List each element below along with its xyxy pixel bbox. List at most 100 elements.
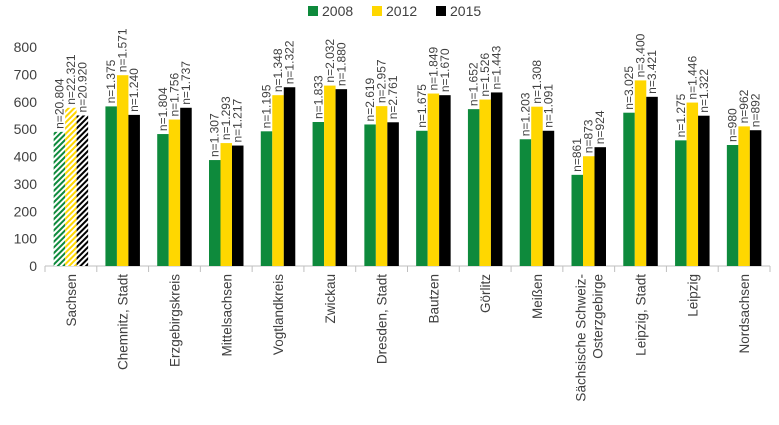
bar-2012 bbox=[272, 95, 284, 267]
bar-2012 bbox=[686, 102, 699, 266]
bar-2008 bbox=[571, 174, 583, 266]
y-tick-label: 200 bbox=[14, 203, 38, 219]
x-category-label: Leipzig bbox=[685, 274, 700, 317]
x-category-label: Chemnitz, Stadt bbox=[116, 274, 131, 370]
bar-2008 bbox=[260, 131, 273, 266]
bar-2008 bbox=[623, 112, 635, 266]
bar-2012 bbox=[65, 107, 77, 267]
data-label-2015: n=3.421 bbox=[645, 50, 659, 94]
data-label-2015: n=924 bbox=[593, 110, 607, 144]
bar-2015 bbox=[439, 95, 451, 267]
data-label-2012: n=1.308 bbox=[530, 60, 544, 104]
x-category-label: Mittelsachsen bbox=[219, 274, 234, 357]
bar-2008 bbox=[312, 122, 325, 266]
bar-2008 bbox=[675, 140, 687, 266]
bar-2015 bbox=[542, 130, 555, 266]
bar-2012 bbox=[220, 143, 232, 266]
data-label-2008: n=1.307 bbox=[208, 113, 222, 157]
data-label-2012: n=962 bbox=[737, 89, 751, 123]
data-label-2012: n=1.348 bbox=[271, 48, 285, 92]
bar-2012 bbox=[116, 75, 129, 266]
x-category-label: Zwickau bbox=[323, 274, 338, 324]
bar-2008 bbox=[53, 131, 66, 266]
x-category-label: Sächsische Schweiz- bbox=[573, 274, 588, 402]
legend-swatch-2012 bbox=[372, 6, 382, 16]
x-category-label: Erzgebirgskreis bbox=[167, 274, 182, 367]
bar-2015 bbox=[76, 115, 89, 266]
x-axis: Sachsen Chemnitz, Stadt Erzgebirgskreis Mit… bbox=[44, 265, 771, 402]
bar-2008 bbox=[726, 145, 739, 266]
data-label-2015: n=1.880 bbox=[334, 42, 348, 86]
bar-2015 bbox=[283, 87, 296, 267]
legend-label-2012: 2012 bbox=[386, 3, 417, 19]
data-label-2008: n=20.804 bbox=[52, 78, 66, 129]
data-label-2008: n=1.652 bbox=[467, 62, 481, 106]
legend-swatch-2015 bbox=[436, 6, 446, 16]
data-label-2015: n=1.217 bbox=[231, 99, 245, 143]
data-label-2015: n=1.322 bbox=[697, 69, 711, 113]
bar-2012 bbox=[479, 99, 491, 266]
data-label-2015: n=1.670 bbox=[438, 48, 452, 92]
data-label-2008: n=1.804 bbox=[156, 87, 170, 131]
data-label-2008: n=1.675 bbox=[415, 84, 429, 128]
bar-2008 bbox=[209, 160, 221, 266]
data-label-2015: n=2.761 bbox=[386, 75, 400, 119]
legend-label-2008: 2008 bbox=[322, 3, 353, 19]
data-label-2012: n=1.526 bbox=[478, 53, 492, 97]
bar-2015 bbox=[646, 96, 658, 266]
bar-2012 bbox=[427, 93, 440, 266]
bar-2015 bbox=[335, 89, 348, 266]
data-label-2008: n=1.833 bbox=[311, 75, 325, 119]
bar-2008 bbox=[364, 124, 376, 266]
x-category-label: Dresden, Stadt bbox=[375, 274, 390, 364]
data-label-2012: n=1.756 bbox=[167, 73, 181, 117]
bar-2015 bbox=[749, 130, 762, 266]
data-label-2015: n=1.322 bbox=[283, 40, 297, 84]
bar-2015 bbox=[232, 145, 244, 266]
y-tick-label: 600 bbox=[14, 94, 38, 110]
bar-2015 bbox=[128, 114, 140, 266]
x-category-label: Vogtlandkreis bbox=[271, 274, 286, 355]
bar-2015 bbox=[387, 122, 399, 266]
bar-2015 bbox=[594, 147, 606, 266]
bar-series-group bbox=[53, 75, 762, 267]
data-label-2012: n=1.571 bbox=[116, 28, 130, 72]
bar-2012 bbox=[375, 106, 388, 266]
data-label-2015: n=892 bbox=[749, 93, 763, 127]
x-category-label: Osterzgebirge bbox=[590, 274, 605, 359]
data-label-2008: n=1.275 bbox=[674, 93, 688, 137]
data-label-2008: n=1.375 bbox=[104, 59, 118, 103]
x-category-label: Görlitz bbox=[478, 274, 493, 313]
data-label-2008: n=3.025 bbox=[622, 66, 636, 110]
data-label-2012: n=1.293 bbox=[219, 96, 233, 140]
y-tick-label: 400 bbox=[14, 149, 38, 165]
y-axis: 0 100 200 300 400 500 600 700 800 bbox=[14, 39, 38, 274]
x-category-label: Bautzen bbox=[426, 274, 441, 324]
bar-2012 bbox=[531, 106, 543, 267]
chart-legend: 2008 2012 2015 bbox=[308, 3, 481, 19]
data-label-2012: n=3.400 bbox=[634, 33, 648, 77]
data-label-2008: n=980 bbox=[726, 108, 740, 142]
bar-2008 bbox=[157, 134, 169, 266]
data-label-2015: n=20.920 bbox=[75, 62, 89, 113]
data-label-2012: n=1.849 bbox=[426, 47, 440, 91]
data-label-2015: n=1.240 bbox=[127, 68, 141, 112]
data-label-2008: n=861 bbox=[570, 138, 584, 172]
legend-swatch-2008 bbox=[308, 6, 318, 16]
data-label-2012: n=873 bbox=[582, 119, 596, 153]
bar-2012 bbox=[583, 156, 595, 266]
bar-2015 bbox=[490, 92, 503, 266]
bar-2008 bbox=[519, 139, 532, 266]
x-category-label: Meißen bbox=[530, 274, 545, 319]
data-label-2012: n=22.321 bbox=[64, 54, 78, 105]
data-label-2012: n=2.957 bbox=[375, 59, 389, 103]
x-category-label: Nordsachsen bbox=[737, 274, 752, 354]
legend-label-2015: 2015 bbox=[450, 3, 481, 19]
y-tick-label: 100 bbox=[14, 231, 38, 247]
y-tick-label: 500 bbox=[14, 121, 38, 137]
bar-2012 bbox=[324, 85, 336, 266]
data-label-2015: n=1.091 bbox=[541, 84, 555, 128]
y-tick-label: 800 bbox=[14, 39, 38, 55]
